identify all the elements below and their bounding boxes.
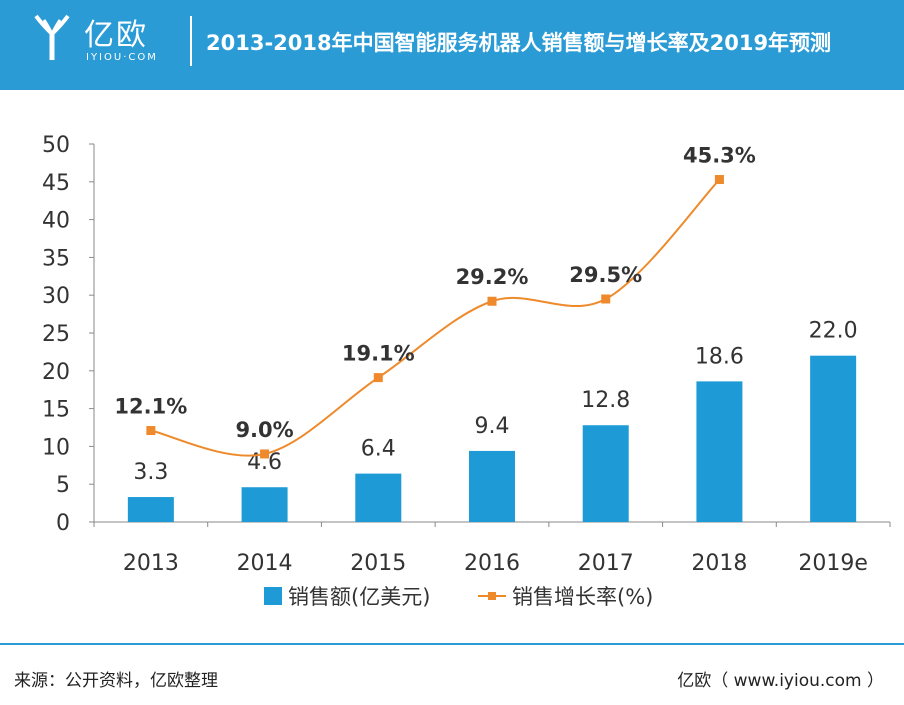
line-series: 12.1% 9.0% 19.1% 29.2% 29.5% 45.3%: [114, 144, 756, 459]
y-tick-label: 5: [56, 473, 70, 498]
growth-line: [150, 178, 721, 457]
line-data-label: 12.1%: [114, 395, 187, 419]
y-tick-label: 25: [42, 322, 70, 347]
bar: [810, 355, 857, 522]
y-tick-label: 0: [56, 511, 70, 536]
iyiou-logo-icon: [34, 14, 70, 60]
line-point: [714, 175, 724, 185]
y-tick-label: 40: [42, 209, 70, 234]
y-tick-label: 30: [42, 284, 70, 309]
credit-note: 亿欧（ www.iyiou.com ）: [677, 671, 884, 691]
x-tick-label: 2019e: [798, 551, 868, 576]
bar: [127, 497, 174, 522]
bar: [696, 381, 743, 522]
legend-bar-swatch: [264, 587, 282, 605]
x-tick-label: 2015: [350, 551, 406, 576]
line-data-label: 29.2%: [456, 265, 529, 289]
y-tick-label: 15: [42, 398, 70, 423]
line-data-label: 19.1%: [342, 342, 415, 366]
combo-chart: 0 5 10 15 20 25 30 35 40 45 50 2013 2014 2015 2016 2017…: [42, 133, 891, 609]
bar-data-label: 18.6: [695, 344, 744, 369]
line-data-label: 29.5%: [569, 263, 642, 287]
footer-divider: [0, 643, 904, 645]
line-point: [260, 449, 270, 459]
bar-data-label: 22.0: [809, 319, 858, 344]
bar-data-label: 3.3: [133, 460, 168, 485]
legend-bar-label: 销售额(亿美元): [288, 585, 430, 609]
bar-data-label: 6.4: [361, 437, 396, 462]
header-divider: [190, 16, 192, 66]
line-point: [487, 296, 497, 306]
bar: [469, 450, 515, 522]
x-tick-label: 2016: [464, 551, 520, 576]
line-point: [373, 373, 383, 383]
y-tick-label: 35: [42, 246, 70, 271]
y-tick-label: 50: [42, 133, 70, 158]
legend-line-label: 销售增长率(%): [512, 585, 653, 609]
x-tick-label: 2017: [578, 551, 634, 576]
legend: 销售额(亿美元) 销售增长率(%): [264, 585, 653, 609]
bar: [355, 473, 402, 522]
line-point: [601, 294, 611, 304]
logo-subtext: IYIOU·COM: [86, 52, 158, 63]
x-tick-label: 2013: [123, 551, 179, 576]
source-note: 来源：公开资料，亿欧整理: [14, 671, 218, 691]
page-title: 2013-2018年中国智能服务机器人销售额与增长率及2019年预测: [206, 31, 832, 55]
line-point: [146, 426, 156, 436]
bar: [241, 487, 288, 522]
bar-data-label: 9.4: [475, 414, 510, 439]
line-data-label: 45.3%: [683, 144, 756, 168]
bar: [582, 425, 629, 522]
logo-text: 亿欧: [84, 18, 148, 53]
bar-series: 3.3 4.66.49.412.818.622.0: [127, 319, 858, 522]
y-tick-label: 45: [42, 171, 70, 196]
y-tick-label: 10: [42, 435, 70, 460]
line-data-label: 9.0%: [235, 418, 293, 442]
x-tick-label: 2014: [237, 551, 293, 576]
legend-line-marker: [488, 592, 496, 600]
chart-axes: 0 5 10 15 20 25 30 35 40 45 50 2013 2014 2015 2016 2017…: [42, 133, 891, 576]
bar-data-label: 12.8: [581, 388, 630, 413]
header-bar: 亿欧 IYIOU·COM 2013-2018年中国智能服务机器人销售额与增长率及…: [0, 0, 904, 90]
x-tick-label: 2018: [691, 551, 747, 576]
y-tick-label: 20: [42, 360, 70, 385]
